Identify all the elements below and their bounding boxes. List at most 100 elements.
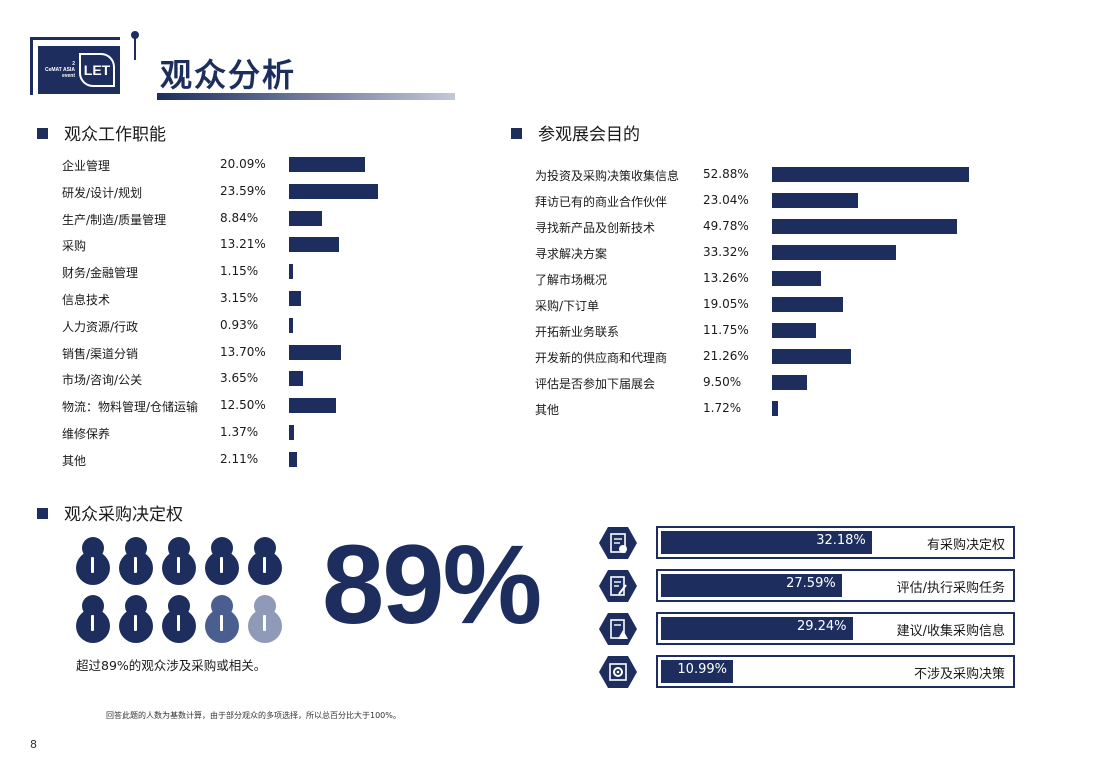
function-row: 企业管理 20.09% — [62, 155, 522, 175]
doc-edit-icon — [598, 568, 638, 604]
purpose-category-label: 开拓新业务联系 — [535, 325, 620, 339]
function-row: 研发/设计/规划 23.59% — [62, 182, 522, 202]
purpose-row: 寻求解决方案 33.32% — [535, 243, 995, 263]
title-underline — [157, 93, 455, 100]
function-bar — [289, 317, 293, 333]
purpose-category-label: 寻求解决方案 — [535, 247, 608, 261]
purpose-bar — [772, 401, 779, 416]
functions-heading: 观众工作职能 — [37, 120, 166, 145]
purpose-row: 寻找新产品及创新技术 49.78% — [535, 217, 995, 237]
function-value-label: 20.09% — [220, 157, 266, 171]
purpose-bar — [772, 323, 816, 338]
function-category-label: 采购 — [62, 239, 87, 254]
purpose-value-label: 23.04% — [703, 193, 749, 207]
function-category-label: 销售/渠道分销 — [62, 346, 139, 361]
function-value-label: 0.93% — [220, 317, 259, 332]
purpose-value-label: 49.78% — [703, 219, 749, 233]
function-category-label: 维修保养 — [62, 427, 111, 441]
function-value-label: 3.15% — [220, 291, 259, 305]
decision-value-label: 32.18% — [816, 533, 866, 548]
purpose-category-label: 评估是否参加下届展会 — [535, 377, 656, 391]
function-value-label: 8.84% — [220, 210, 259, 225]
logo: 2 CeMAT ASIA event LET — [38, 46, 120, 94]
gear-doc-icon — [598, 654, 638, 690]
purpose-category-label: 为投资及采购决策收集信息 — [535, 169, 680, 183]
function-bar — [289, 291, 301, 306]
purpose-bar — [772, 245, 896, 260]
decision-category-label: 有采购决定权 — [926, 538, 1005, 553]
function-category-label: 财务/金融管理 — [62, 266, 139, 281]
function-bar — [289, 425, 295, 440]
decision-value-label: 27.59% — [786, 576, 836, 591]
purpose-row: 采购/下订单 19.05% — [535, 295, 995, 315]
logo-frame — [30, 37, 120, 95]
purpose-row: 其他 1.72% — [535, 399, 995, 419]
function-category-label: 市场/咨询/公关 — [62, 373, 143, 388]
function-row: 财务/金融管理 1.15% — [62, 262, 522, 282]
purpose-value-label: 19.05% — [703, 297, 749, 311]
decision-bar — [661, 617, 853, 640]
purpose-value-label: 21.26% — [703, 349, 749, 363]
function-category-label: 其他 — [62, 453, 87, 468]
decision-row: 32.18% 有采购决定权 — [656, 526, 1015, 559]
decision-row: 27.59% 评估/执行采购任务 — [656, 569, 1015, 602]
purpose-category-label: 其他 — [535, 403, 560, 417]
function-bar — [289, 398, 337, 414]
footnote: 回答此题的人数为基数计算，由于部分观众的多项选择，所以总百分比大于100%。 — [106, 711, 401, 720]
function-bar — [289, 237, 339, 253]
purpose-row: 为投资及采购决策收集信息 52.88% — [535, 165, 995, 185]
decision-category-label: 建议/收集采购信息 — [896, 624, 1005, 639]
purpose-category-label: 拜访已有的商业合作伙伴 — [535, 195, 668, 209]
function-row: 信息技术 3.15% — [62, 289, 522, 309]
purpose-bar — [772, 349, 852, 364]
doc-check-icon — [598, 525, 638, 561]
decision-row: 29.24% 建议/收集采购信息 — [656, 612, 1015, 645]
purpose-value-label: 13.26% — [703, 271, 749, 285]
function-bar — [289, 371, 303, 387]
purpose-category-label: 采购/下订单 — [535, 299, 600, 313]
function-value-label: 12.50% — [220, 398, 266, 413]
function-bar — [289, 183, 379, 199]
function-category-label: 信息技术 — [62, 293, 111, 307]
decision-value-label: 10.99% — [677, 662, 727, 677]
purpose-value-label: 52.88% — [703, 167, 749, 181]
function-row: 销售/渠道分销 13.70% — [62, 343, 522, 363]
bullet-square-icon — [511, 128, 522, 139]
decision-heading: 观众采购决定权 — [37, 500, 183, 525]
function-row: 采购 13.21% — [62, 235, 522, 255]
decision-category-label: 不涉及采购决策 — [913, 667, 1005, 682]
purpose-row: 拜访已有的商业合作伙伴 23.04% — [535, 191, 995, 211]
purpose-bar — [772, 375, 808, 390]
function-category-label: 生产/制造/质量管理 — [62, 212, 167, 227]
purpose-value-label: 9.50% — [703, 375, 742, 389]
purpose-row: 开拓新业务联系 11.75% — [535, 321, 995, 341]
purpose-bar — [772, 167, 969, 182]
bullet-square-icon — [37, 508, 48, 519]
logo-pin-dot — [131, 31, 139, 39]
purpose-bar — [772, 271, 822, 286]
function-value-label: 13.21% — [220, 237, 266, 252]
purpose-value-label: 11.75% — [703, 323, 749, 337]
decision-bar — [661, 531, 872, 554]
function-row: 物流：物料管理/仓储运输 12.50% — [62, 396, 522, 416]
function-row: 其他 2.11% — [62, 450, 522, 470]
bullet-square-icon — [37, 128, 48, 139]
function-value-label: 1.37% — [220, 425, 259, 439]
function-bar — [289, 344, 341, 360]
decision-value-label: 29.24% — [796, 619, 847, 634]
function-value-label: 3.65% — [220, 371, 259, 386]
purpose-bar — [772, 193, 858, 208]
function-bar — [289, 157, 365, 172]
people-note: 超过89%的观众涉及采购或相关。 — [76, 658, 267, 673]
purpose-bar — [772, 219, 958, 234]
big-percentage: 89% — [322, 522, 542, 647]
purpose-category-label: 寻找新产品及创新技术 — [535, 221, 656, 235]
purpose-category-label: 开发新的供应商和代理商 — [535, 351, 668, 365]
function-bar — [289, 264, 294, 280]
purpose-heading: 参观展会目的 — [511, 120, 640, 145]
page-number: 8 — [30, 738, 37, 751]
decision-bar — [661, 660, 733, 683]
purpose-bar — [772, 297, 843, 312]
decision-category-label: 评估/执行采购任务 — [896, 581, 1005, 596]
function-row: 人力资源/行政 0.93% — [62, 316, 522, 336]
